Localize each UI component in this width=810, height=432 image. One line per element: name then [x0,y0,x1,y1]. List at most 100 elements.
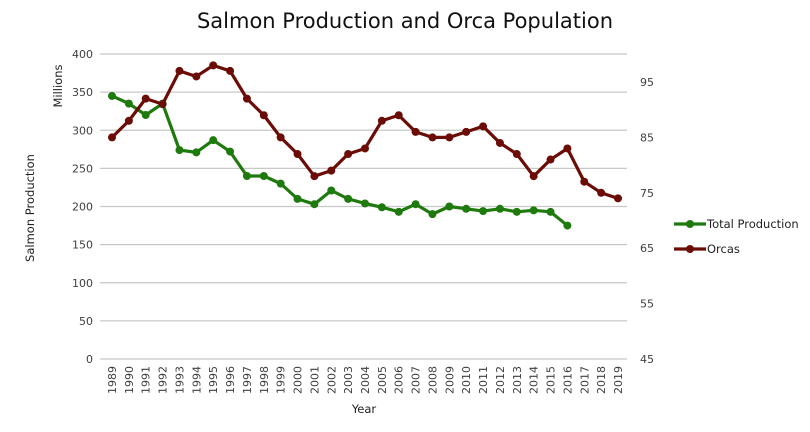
y2-tick-label: 55 [640,298,654,311]
x-tick-label: 2013 [511,366,524,394]
total-production-legend-marker [686,220,694,228]
x-tick-label: 2011 [477,366,490,394]
x-tick-label: 1991 [140,366,153,394]
x-tick-label: 2018 [595,366,608,394]
total-production-point [226,147,235,156]
orcas-legend-label: Orcas [707,242,740,256]
orcas-point [361,144,369,153]
total-production-point [242,172,251,180]
total-production-point [141,111,150,119]
x-tick-label: 2007 [410,366,423,394]
orcas-point [614,194,622,203]
x-tick-label: 2002 [325,366,338,394]
total-production-point [394,207,403,216]
y-axis-label: Salmon Production [23,154,37,262]
total-production-point [310,200,319,209]
y2-tick-label: 65 [640,242,654,255]
orcas-point [158,100,167,109]
total-production-point [209,136,218,145]
total-production-point [563,221,572,230]
y-tick-label: 300 [72,124,93,137]
orcas-point [597,188,606,197]
x-tick-label: 1999 [275,366,288,394]
orcas-line [110,63,619,200]
orcas-point [175,66,184,75]
total-production-point [327,186,336,195]
x-tick-label: 2015 [545,366,558,394]
total-production-point [445,202,454,211]
total-production-point [512,207,521,216]
total-production-line [111,94,569,227]
total-production-point [377,203,386,212]
orcas-point [479,122,488,131]
x-tick-label: 2008 [426,366,439,394]
orcas-legend-marker [686,245,694,253]
total-production-point [276,179,285,188]
y-tick-label: 250 [72,162,93,175]
orcas-point [124,116,133,125]
orcas-point [462,127,471,136]
x-tick-label: 2004 [359,366,372,394]
orcas-point [242,94,251,103]
y2-tick-label: 45 [640,353,654,366]
orcas-point [209,61,218,70]
x-tick-label: 2000 [292,366,305,394]
legend: Total Production Orcas [674,217,799,256]
x-tick-label: 1994 [190,366,203,394]
orcas-point [563,144,572,153]
x-tick-label: 1995 [207,366,220,394]
orcas-point [512,150,521,159]
orcas-point [192,72,201,81]
total-production-point [411,200,420,209]
x-tick-label: 2010 [460,366,473,394]
orcas-point [445,133,454,142]
x-tick-label: 2016 [561,366,574,394]
orcas-point [327,166,336,175]
total-production-point [462,204,471,213]
y-axis-units-label: Millions [51,64,65,107]
total-production-point [546,207,555,216]
x-tick-label: 1992 [157,366,170,394]
y2-tick-label: 75 [640,187,654,200]
y-tick-label: 0 [86,353,93,366]
orcas-point [226,66,235,75]
x-axis-label: Year [351,402,377,416]
x-tick-label: 1989 [106,366,119,394]
orcas-point [108,133,116,142]
y-tick-label: 350 [72,86,93,99]
x-tick-label: 1998 [258,366,271,394]
total-production-point [428,210,437,219]
orcas-point [310,172,319,181]
total-production-point [361,199,369,208]
y-tick-label: 100 [72,277,93,290]
x-tick-label: 2006 [393,366,406,394]
y-tick-label: 150 [72,239,93,252]
orcas-point [580,177,589,186]
orcas-point [546,155,555,164]
orcas-point [495,138,504,147]
total-production-point [529,206,538,215]
total-production-point [344,194,353,203]
x-tick-label: 1996 [224,366,237,394]
x-tick-label: 2012 [494,366,507,394]
y-tick-label: 50 [79,315,93,328]
orcas-point [141,94,150,103]
orcas-point [411,127,420,136]
total-production-point [479,207,488,216]
x-tick-label: 1990 [123,366,136,394]
total-production-point [192,148,201,157]
x-tick-label: 2005 [376,366,389,394]
x-tick-label: 2003 [342,366,355,394]
x-tick-label: 1997 [241,366,254,394]
x-tick-label: 2009 [443,366,456,394]
total-production-point [108,91,116,100]
x-tick-label: 2014 [528,366,541,394]
orcas-point [377,116,386,125]
total-production-point [124,99,133,108]
orcas-point [276,133,285,142]
orcas-point [344,150,353,159]
y2-tick-label: 85 [640,131,654,144]
total-production-point [495,204,504,213]
total-production-point [293,194,302,203]
